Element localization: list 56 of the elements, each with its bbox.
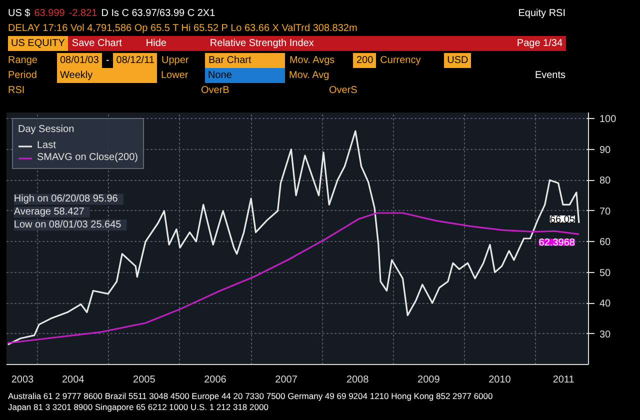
text: OverS — [329, 84, 358, 98]
text: -2.821 — [68, 7, 98, 21]
x-tick-label: 2006 — [204, 374, 227, 386]
x-tick-label: 2009 — [418, 374, 440, 386]
annotation: Low on 08/01/03 25.645 — [14, 220, 122, 231]
text: None — [205, 68, 285, 83]
text: Weekly — [57, 68, 157, 83]
text: Hide — [146, 37, 168, 51]
text: Save Chart — [72, 37, 123, 51]
text: Mov. Avg — [289, 69, 330, 83]
text: Range — [8, 54, 38, 68]
x-tick-label: 2005 — [133, 374, 156, 386]
text: OverB — [201, 84, 230, 98]
text: Relative Strength Index — [210, 37, 315, 51]
legend-title: Day Session — [18, 124, 76, 135]
x-tick-label: 2008 — [346, 374, 370, 386]
text: Lower — [161, 69, 190, 83]
x-tick-label: 2004 — [62, 374, 85, 386]
text: Currency — [380, 54, 422, 68]
annotation: High on 06/20/08 95.96 — [14, 194, 118, 205]
text: Period — [8, 69, 38, 83]
text: RSI — [8, 84, 26, 98]
x-tick-label: 2011 — [552, 374, 575, 386]
legend-label: SMAVG on Close(200) — [37, 152, 138, 163]
y-tick-label: 60 — [600, 237, 612, 248]
y-tick-label: 80 — [600, 176, 612, 187]
text: US $ — [8, 7, 30, 21]
text: Equity RSI — [518, 7, 566, 21]
text: Bar Chart — [205, 53, 286, 68]
text: 08/12/11 — [113, 53, 158, 68]
text: Upper — [161, 54, 190, 68]
x-tick-label: 2010 — [488, 374, 512, 386]
text: D Is C 63.97/63.99 C 2X1 — [101, 7, 216, 21]
text: 08/01/03 — [57, 53, 102, 68]
text: Australia 61 2 9777 8600 Brazil 5511 3048 4500 Europe 44 20 7330 7500 Germany 49 69 9204 1210 Hong Kong 852 2977 6000 — [8, 391, 493, 402]
x-tick-label: 2007 — [275, 374, 298, 386]
text: 63.999 — [34, 7, 65, 21]
text: Japan 81 3 3201 8900 Singapore 65 6212 1000 U.S. 1 212 318 2000 — [8, 402, 270, 413]
text: Mov. Avgs — [289, 54, 336, 68]
text: US EQUITY — [8, 36, 68, 51]
text: - — [106, 54, 110, 68]
y-tick-label: 70 — [600, 206, 612, 218]
text: DELAY 17:16 Vol 4,791,586 Op 65.5 T Hi 65.52 P Lo 63.66 X ValTrd 308.832m — [8, 22, 358, 36]
y-tick-label: 30 — [600, 329, 612, 340]
x-tick-label: 2003 — [11, 374, 34, 386]
text: Events — [534, 69, 566, 83]
annotation: 62.3968 — [538, 238, 576, 249]
text: USD — [444, 53, 472, 68]
text: 200 — [353, 53, 376, 68]
legend-label: Last — [37, 140, 57, 151]
annotation: Average 58.427 — [14, 206, 85, 218]
y-tick-label: 90 — [600, 144, 612, 156]
text: Page 1/34 — [514, 36, 566, 51]
y-tick-label: 100 — [600, 114, 617, 126]
y-tick-label: 50 — [600, 268, 612, 279]
y-tick-label: 40 — [600, 298, 612, 310]
